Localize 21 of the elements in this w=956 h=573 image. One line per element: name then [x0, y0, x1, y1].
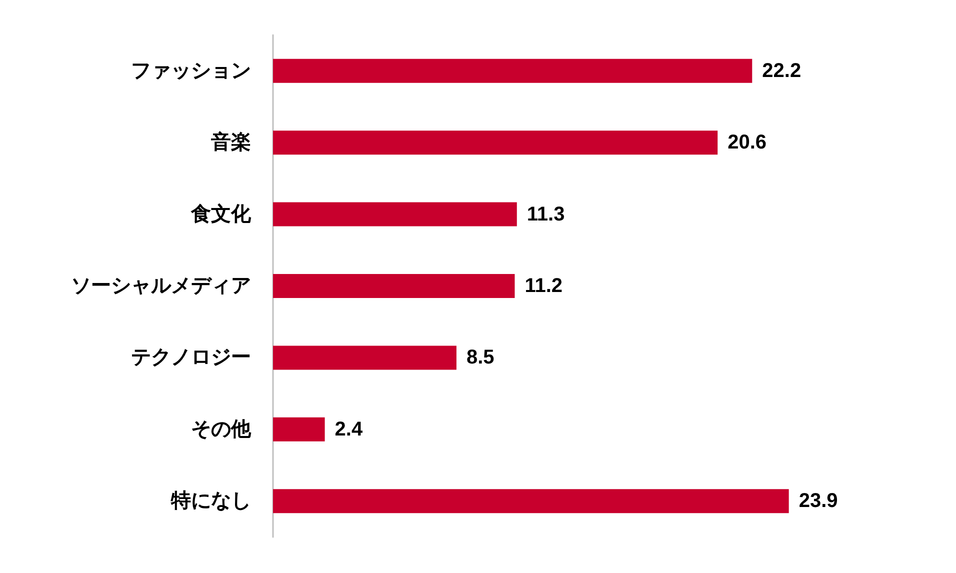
y-tick-label: その他	[191, 418, 252, 440]
bar	[273, 202, 517, 226]
data-label: 11.3	[526, 203, 565, 226]
y-tick-label: ソーシャルメディア	[71, 275, 251, 297]
data-label: 8.5	[466, 346, 494, 369]
bar	[273, 417, 325, 442]
bar	[273, 274, 515, 298]
y-tick-label: テクノロジー	[131, 346, 251, 369]
y-tick-label: ファッション	[131, 60, 251, 82]
data-label: 22.2	[762, 60, 802, 82]
data-label: 23.9	[798, 490, 838, 512]
y-tick-label: 音楽	[210, 130, 251, 154]
data-label: 2.4	[334, 418, 364, 440]
y-tick-label: 特になし	[170, 490, 251, 512]
bar	[273, 346, 456, 370]
bar	[273, 130, 718, 155]
bar	[273, 58, 752, 83]
y-tick-label: 食文化	[190, 202, 252, 226]
data-label: 20.6	[728, 132, 767, 154]
data-label: 11.2	[524, 275, 563, 297]
bar	[273, 489, 789, 514]
